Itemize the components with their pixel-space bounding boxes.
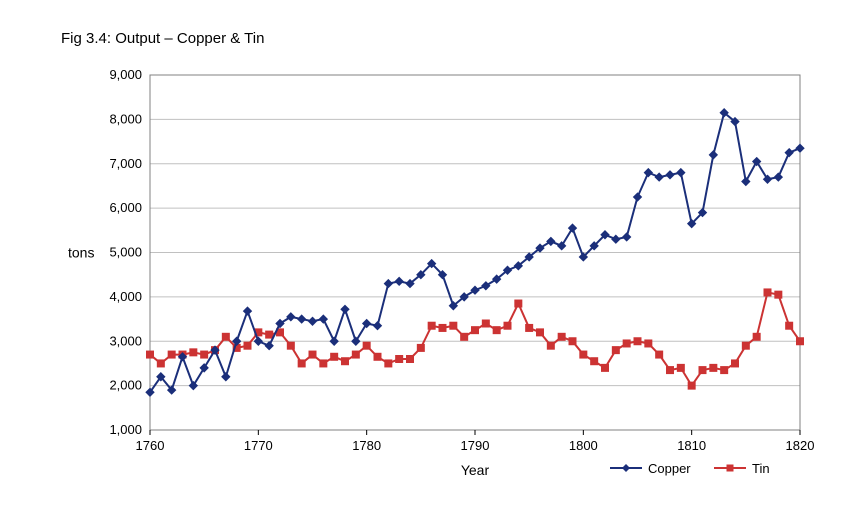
- y-tick-label: 2,000: [109, 378, 142, 393]
- series-marker-tin: [320, 360, 327, 367]
- legend-label-tin: Tin: [752, 461, 770, 476]
- series-marker-tin: [677, 364, 684, 371]
- series-marker-tin: [645, 340, 652, 347]
- x-tick-label: 1800: [569, 438, 598, 453]
- x-tick-label: 1810: [677, 438, 706, 453]
- series-marker-tin: [493, 327, 500, 334]
- y-tick-label: 1,000: [109, 422, 142, 437]
- series-marker-tin: [222, 333, 229, 340]
- series-marker-tin: [764, 289, 771, 296]
- x-tick-label: 1760: [136, 438, 165, 453]
- series-marker-tin: [742, 342, 749, 349]
- series-marker-tin: [569, 338, 576, 345]
- series-marker-tin: [797, 338, 804, 345]
- chart-container: 1,000 2,000 3,000 4,000 5,000 6,000 7,000 8,000…: [60, 60, 820, 490]
- x-tick-label: 1770: [244, 438, 273, 453]
- y-tick-label: 8,000: [109, 111, 142, 126]
- figure-title: Fig 3.4: Output – Copper & Tin: [61, 30, 264, 47]
- series-marker-tin: [580, 351, 587, 358]
- series-marker-tin: [417, 344, 424, 351]
- series-marker-tin: [157, 360, 164, 367]
- series-marker-tin: [352, 351, 359, 358]
- series-marker-tin: [287, 342, 294, 349]
- series-marker-tin: [732, 360, 739, 367]
- y-axis-label: tons: [68, 245, 94, 261]
- y-tick-label: 3,000: [109, 333, 142, 348]
- line-chart: 1,000 2,000 3,000 4,000 5,000 6,000 7,000 8,000…: [60, 60, 820, 490]
- series-marker-tin: [526, 324, 533, 331]
- series-marker-tin: [753, 333, 760, 340]
- series-marker-tin: [266, 331, 273, 338]
- series-marker-tin: [147, 351, 154, 358]
- series-marker-tin: [168, 351, 175, 358]
- y-tick-label: 5,000: [109, 245, 142, 260]
- series-marker-tin: [385, 360, 392, 367]
- series-marker-tin: [504, 322, 511, 329]
- series-marker-tin: [634, 338, 641, 345]
- series-marker-tin: [612, 347, 619, 354]
- series-marker-tin: [775, 291, 782, 298]
- series-marker-tin: [428, 322, 435, 329]
- x-axis-label: Year: [461, 462, 490, 478]
- series-marker-tin: [547, 342, 554, 349]
- series-marker-tin: [710, 364, 717, 371]
- series-marker-tin: [298, 360, 305, 367]
- series-marker-tin: [461, 333, 468, 340]
- y-tick-label: 9,000: [109, 67, 142, 82]
- series-marker-tin: [244, 342, 251, 349]
- series-marker-tin: [515, 300, 522, 307]
- series-marker-tin: [656, 351, 663, 358]
- series-marker-tin: [331, 353, 338, 360]
- y-tick-label: 7,000: [109, 156, 142, 171]
- series-marker-tin: [201, 351, 208, 358]
- series-marker-tin: [439, 324, 446, 331]
- series-marker-tin: [407, 356, 414, 363]
- series-marker-tin: [450, 322, 457, 329]
- series-marker-tin: [537, 329, 544, 336]
- series-marker-tin: [786, 322, 793, 329]
- y-tick-label: 4,000: [109, 289, 142, 304]
- series-marker-tin: [699, 367, 706, 374]
- x-tick-label: 1820: [786, 438, 815, 453]
- x-tick-label: 1790: [461, 438, 490, 453]
- x-tick-label: 1780: [352, 438, 381, 453]
- series-marker-tin: [363, 342, 370, 349]
- series-marker-tin: [688, 382, 695, 389]
- series-marker-tin: [602, 364, 609, 371]
- series-marker-tin: [309, 351, 316, 358]
- series-marker-tin: [482, 320, 489, 327]
- series-marker-tin: [396, 356, 403, 363]
- legend-label-copper: Copper: [648, 461, 691, 476]
- series-marker-tin: [374, 353, 381, 360]
- series-marker-tin: [342, 358, 349, 365]
- series-marker-tin: [190, 349, 197, 356]
- series-marker-tin: [591, 358, 598, 365]
- series-marker-tin: [472, 327, 479, 334]
- series-marker-tin: [667, 367, 674, 374]
- y-tick-label: 6,000: [109, 200, 142, 215]
- legend-marker-tin: [727, 465, 734, 472]
- series-marker-tin: [623, 340, 630, 347]
- series-marker-tin: [721, 367, 728, 374]
- series-marker-tin: [558, 333, 565, 340]
